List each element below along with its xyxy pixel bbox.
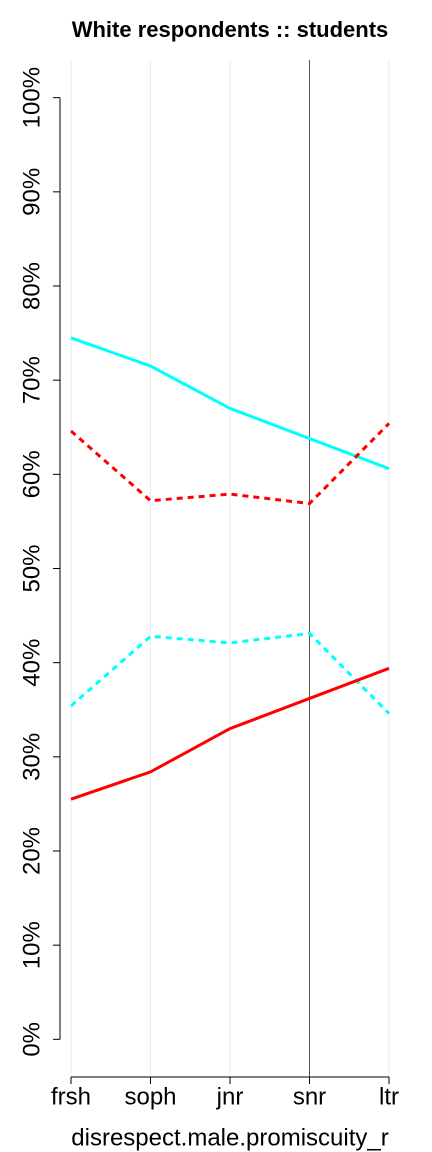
y-tick-label: 30% (18, 733, 45, 781)
y-tick-label: 20% (18, 827, 45, 875)
series-line (70, 336, 390, 471)
series-line (70, 631, 391, 715)
y-tick-label: 10% (18, 921, 45, 969)
y-tick-label: 100% (18, 67, 45, 128)
y-tick-label: 40% (18, 639, 45, 687)
x-axis-label: disrespect.male.promiscuity_r (71, 1124, 388, 1151)
x-tick-label: frsh (51, 1083, 91, 1110)
y-tick-label: 60% (18, 450, 45, 498)
x-tick-label: ltr (379, 1083, 399, 1110)
y-tick-label: 70% (18, 356, 45, 404)
y-tick-label: 50% (18, 544, 45, 592)
x-tick-label: soph (124, 1083, 176, 1110)
x-tick-label: jnr (216, 1083, 244, 1110)
y-tick-label: 0% (18, 1022, 45, 1057)
y-tick-label: 90% (18, 168, 45, 216)
series-line (70, 666, 390, 801)
series-line (70, 422, 391, 506)
y-tick-label: 80% (18, 262, 45, 310)
chart-title: White respondents :: students (72, 17, 389, 42)
x-tick-label: snr (293, 1083, 326, 1110)
